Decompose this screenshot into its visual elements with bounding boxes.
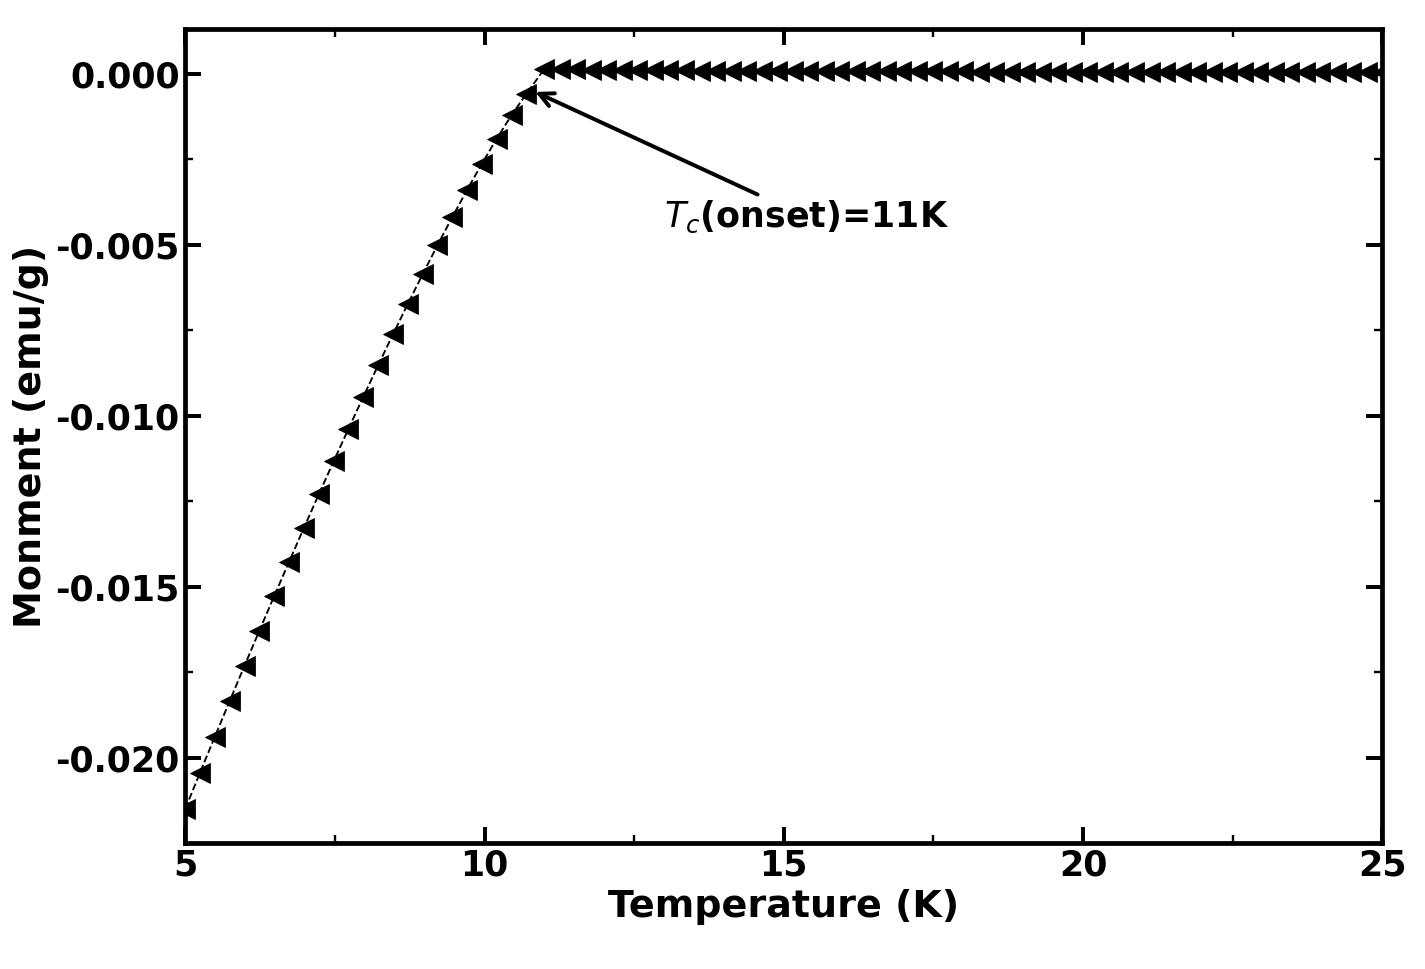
X-axis label: Temperature (K): Temperature (K) — [608, 889, 959, 924]
Y-axis label: Monment (emu/g): Monment (emu/g) — [13, 244, 48, 628]
Text: $T_c$(onset)=11K: $T_c$(onset)=11K — [539, 93, 949, 235]
